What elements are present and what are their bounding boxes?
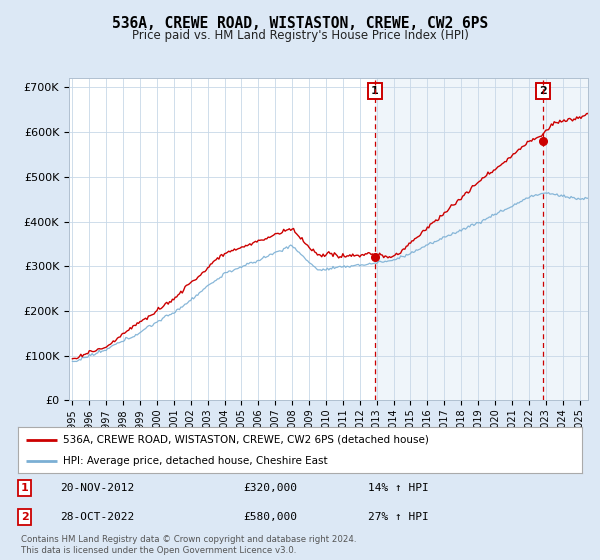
Text: Contains HM Land Registry data © Crown copyright and database right 2024.
This d: Contains HM Land Registry data © Crown c… — [21, 535, 356, 555]
Text: 2: 2 — [21, 512, 29, 522]
Text: Price paid vs. HM Land Registry's House Price Index (HPI): Price paid vs. HM Land Registry's House … — [131, 29, 469, 42]
Text: 14% ↑ HPI: 14% ↑ HPI — [368, 483, 428, 493]
Text: 2: 2 — [539, 86, 547, 96]
Text: 28-OCT-2022: 28-OCT-2022 — [60, 512, 134, 522]
Text: 27% ↑ HPI: 27% ↑ HPI — [368, 512, 428, 522]
Text: 1: 1 — [21, 483, 29, 493]
Text: 1: 1 — [371, 86, 379, 96]
Text: 536A, CREWE ROAD, WISTASTON, CREWE, CW2 6PS (detached house): 536A, CREWE ROAD, WISTASTON, CREWE, CW2 … — [63, 435, 429, 445]
Bar — [375, 78, 588, 400]
Text: HPI: Average price, detached house, Cheshire East: HPI: Average price, detached house, Ches… — [63, 456, 328, 466]
Text: £320,000: £320,000 — [244, 483, 298, 493]
Text: 20-NOV-2012: 20-NOV-2012 — [60, 483, 134, 493]
Text: £580,000: £580,000 — [244, 512, 298, 522]
Text: 536A, CREWE ROAD, WISTASTON, CREWE, CW2 6PS: 536A, CREWE ROAD, WISTASTON, CREWE, CW2 … — [112, 16, 488, 31]
